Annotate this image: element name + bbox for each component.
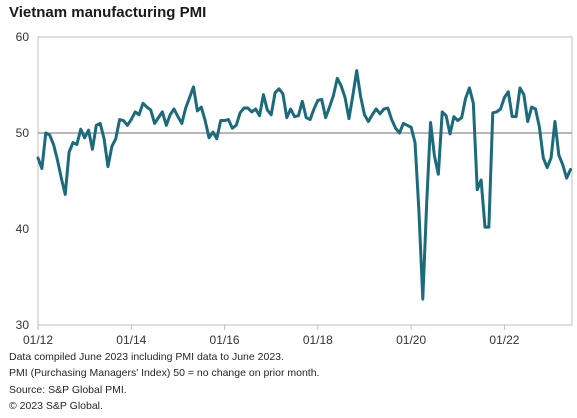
footnote-source: Source: S&P Global PMI. — [9, 383, 127, 396]
x-tick-label: 01/18 — [303, 333, 333, 347]
footnotes: Data compiled June 2023 including PMI da… — [9, 349, 319, 414]
x-tick-label: 01/22 — [489, 333, 519, 347]
footnote-data-compiled: Data compiled June 2023 including PMI da… — [9, 351, 284, 363]
y-tick-label: 40 — [16, 222, 30, 236]
y-tick-label: 50 — [16, 126, 30, 140]
plot-frame — [37, 36, 573, 326]
x-tick-label: 01/12 — [23, 333, 53, 347]
chart-title: Vietnam manufacturing PMI — [9, 4, 207, 21]
footnote-pmi-definition: PMI (Purchasing Managers' Index) 50 = no… — [9, 367, 320, 380]
x-tick-label: 01/16 — [210, 333, 240, 347]
series-line — [36, 69, 572, 301]
x-tick-label: 01/20 — [396, 333, 426, 347]
y-tick-label: 30 — [16, 318, 30, 332]
y-tick-label: 60 — [16, 30, 30, 44]
x-tick-label: 01/14 — [116, 333, 146, 347]
footnote-copyright: © 2023 S&P Global. — [9, 399, 103, 412]
